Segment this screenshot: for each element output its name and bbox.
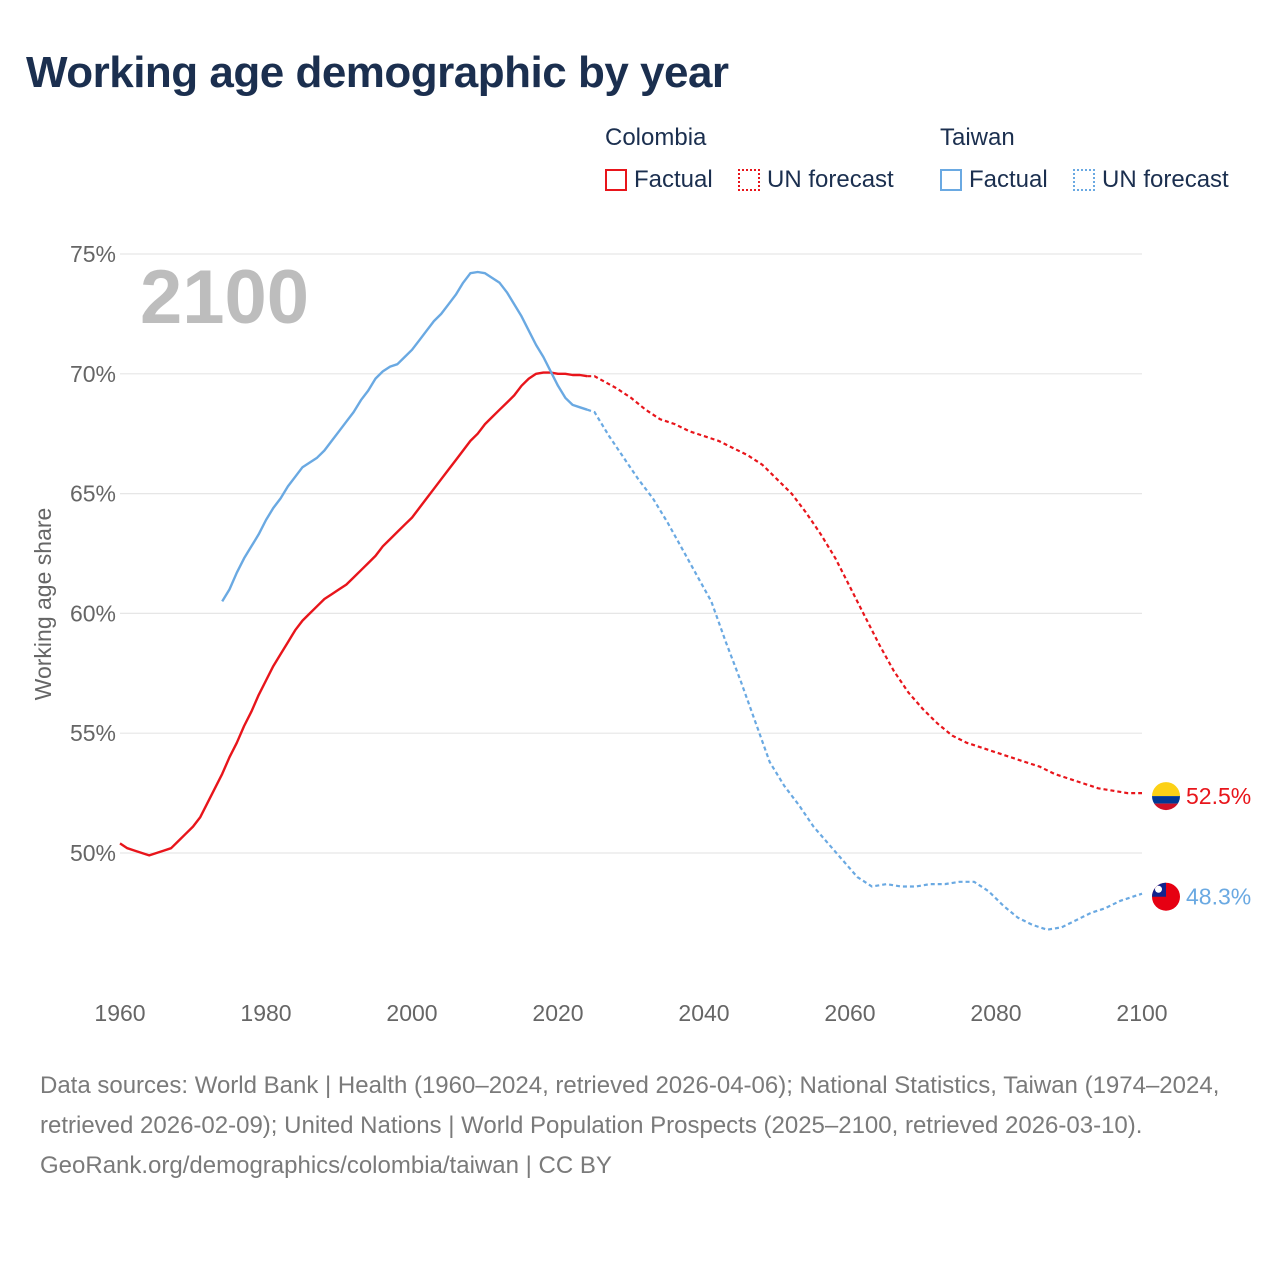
x-tick-label: 1980	[240, 1000, 291, 1026]
legend-colombia-title: Colombia	[605, 124, 707, 151]
legend-label: UN forecast	[767, 166, 894, 193]
y-tick-label: 60%	[70, 600, 116, 626]
x-tick-label: 2020	[532, 1000, 583, 1026]
x-tick-label: 2060	[824, 1000, 875, 1026]
legend-colombia-forecast[interactable]: UN forecast	[738, 166, 894, 194]
x-tick-label: 2000	[386, 1000, 437, 1026]
legend-label: UN forecast	[1102, 166, 1229, 193]
y-axis-label: Working age share	[30, 508, 56, 701]
x-tick-label: 2100	[1116, 1000, 1167, 1026]
y-tick-label: 70%	[70, 361, 116, 387]
legend-taiwan-forecast[interactable]: UN forecast	[1073, 166, 1229, 194]
x-tick-label: 2040	[678, 1000, 729, 1026]
taiwan-forecast-line	[586, 408, 1143, 931]
year-watermark: 2100	[140, 255, 309, 340]
colombia-flag	[1152, 782, 1180, 811]
legend-label: Factual	[969, 166, 1048, 193]
x-tick-label: 1960	[94, 1000, 145, 1026]
y-tick-label: 50%	[70, 840, 116, 866]
chart-footer: Data sources: World Bank | Health (1960–…	[40, 1066, 1250, 1186]
legend-label: Factual	[634, 166, 713, 193]
legend-taiwan-factual[interactable]: Factual	[940, 166, 1048, 194]
taiwan-factual-line	[221, 270, 588, 603]
colombia-forecast-line	[587, 375, 1142, 795]
colombia-end-label: 52.5%	[1186, 783, 1251, 809]
data-sources-text: Data sources: World Bank | Health (1960–…	[40, 1072, 1220, 1139]
colombia-factual-line	[119, 371, 588, 857]
taiwan-flag	[1152, 882, 1180, 911]
y-tick-label: 75%	[70, 241, 116, 267]
legend-colombia-factual[interactable]: Factual	[605, 166, 713, 194]
taiwan-end-label: 48.3%	[1186, 884, 1251, 910]
legend-swatch-solid	[940, 169, 962, 191]
legend-swatch-dotted	[1073, 169, 1095, 191]
legend-swatch-solid	[605, 169, 627, 191]
x-tick-label: 2080	[970, 1000, 1021, 1026]
y-tick-label: 65%	[70, 481, 116, 507]
legend-taiwan-title: Taiwan	[940, 124, 1015, 151]
y-tick-label: 55%	[70, 720, 116, 746]
legend-swatch-dotted	[738, 169, 760, 191]
line-chart: 50% 55% 60% 65% 70% 75% 1960 1980 2000 2020 2040 20…	[30, 241, 1251, 1026]
chart-title: Working age demographic by year	[26, 48, 729, 97]
credit-link[interactable]: GeoRank.org/demographics/colombia/taiwan…	[40, 1152, 612, 1179]
